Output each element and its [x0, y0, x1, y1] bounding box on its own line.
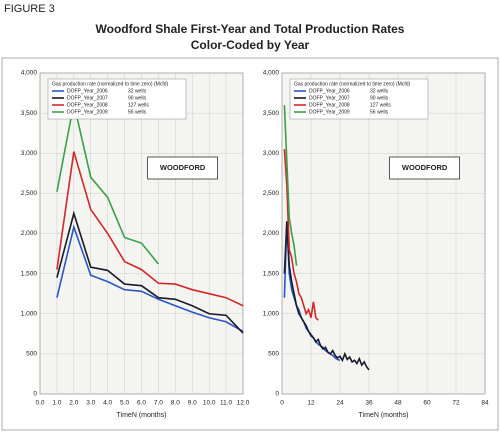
legend-wells: 127 wells — [128, 102, 149, 108]
y-tick-label: 1,000 — [263, 310, 280, 317]
series-line — [283, 149, 319, 321]
x-tick-label: 12 — [307, 400, 315, 407]
x-tick-label: 10.0 — [203, 400, 216, 407]
legend-wells: 90 wells — [128, 95, 147, 101]
series-line — [56, 210, 244, 334]
legend-title: Gas production rate (normalized to time … — [294, 81, 410, 87]
series-line — [283, 105, 298, 266]
y-tick-label: 2,000 — [21, 230, 38, 237]
y-tick-label: 1,500 — [263, 270, 280, 277]
legend-wells: 127 wells — [370, 102, 391, 108]
figure-title: Woodford Shale First-Year and Total Prod… — [96, 22, 405, 36]
x-tick-label: 5.0 — [120, 400, 129, 407]
x-tick-label: 84 — [481, 400, 489, 407]
x-tick-label: 48 — [394, 400, 402, 407]
y-tick-label: 4,000 — [263, 70, 280, 77]
y-tick-label: 0 — [33, 391, 37, 398]
legend-label: DOFP_Year_2007 — [309, 95, 350, 101]
legend-title: Gas production rate (normalized to time … — [52, 81, 168, 87]
x-tick-label: 2.0 — [69, 400, 78, 407]
x-tick-label: 60 — [423, 400, 431, 407]
legend-box — [289, 78, 429, 120]
x-tick-label: 11.0 — [220, 400, 233, 407]
legend-label: DOFP_Year_2009 — [309, 109, 350, 115]
legend-wells: 32 wells — [370, 88, 389, 94]
y-tick-label: 0 — [275, 391, 279, 398]
y-tick-label: 1,500 — [21, 270, 38, 277]
x-axis-label: TimeN (months) — [117, 412, 167, 419]
legend-label: DOFP_Year_2006 — [309, 88, 350, 94]
legend-label: DOFP_Year_2009 — [67, 109, 108, 115]
x-tick-label: 36 — [365, 400, 373, 407]
legend-label: DOFP_Year_2008 — [67, 102, 108, 108]
x-tick-label: 9.0 — [188, 400, 197, 407]
y-tick-label: 4,000 — [21, 70, 38, 77]
y-tick-label: 3,000 — [21, 150, 38, 157]
series-line — [56, 224, 244, 333]
series-line — [283, 221, 370, 371]
legend-wells: 90 wells — [370, 95, 389, 101]
y-tick-label: 1,000 — [21, 310, 38, 317]
legend-wells: 56 wells — [128, 109, 147, 115]
legend-wells: 56 wells — [370, 109, 389, 115]
x-axis-label: TimeN (months) — [359, 412, 409, 419]
y-tick-label: 500 — [268, 351, 279, 358]
annotation-box — [147, 156, 218, 180]
x-tick-label: 24 — [336, 400, 344, 407]
annotation-box — [389, 156, 460, 180]
annotation: WOODFORD — [160, 163, 206, 172]
y-tick-label: 3,500 — [21, 110, 38, 117]
figure-subtitle: Color-Coded by Year — [191, 38, 310, 52]
annotation: WOODFORD — [402, 163, 448, 172]
x-tick-label: 7.0 — [154, 400, 163, 407]
x-tick-label: 72 — [452, 400, 460, 407]
legend-label: DOFP_Year_2007 — [67, 95, 108, 101]
x-tick-label: 4.0 — [103, 400, 112, 407]
x-tick-label: 0 — [280, 400, 284, 407]
x-tick-label: 12.0 — [237, 400, 250, 407]
x-tick-label: 6.0 — [137, 400, 146, 407]
series-line — [56, 151, 244, 307]
x-tick-label: 1.0 — [52, 400, 61, 407]
figure-frame — [1, 57, 499, 431]
y-tick-label: 2,000 — [263, 230, 280, 237]
legend-label: DOFP_Year_2006 — [67, 88, 108, 94]
x-tick-label: 3.0 — [86, 400, 95, 407]
figure-label: FIGURE 3 — [4, 3, 55, 15]
y-tick-label: 3,500 — [263, 110, 280, 117]
legend-label: DOFP_Year_2008 — [309, 102, 350, 108]
legend-wells: 32 wells — [128, 88, 147, 94]
y-tick-label: 2,500 — [263, 190, 280, 197]
y-tick-label: 3,000 — [263, 150, 280, 157]
y-tick-label: 500 — [26, 351, 37, 358]
legend-box — [47, 78, 187, 120]
y-tick-label: 2,500 — [21, 190, 38, 197]
x-tick-label: 8.0 — [171, 400, 180, 407]
x-tick-label: 0.0 — [35, 400, 44, 407]
